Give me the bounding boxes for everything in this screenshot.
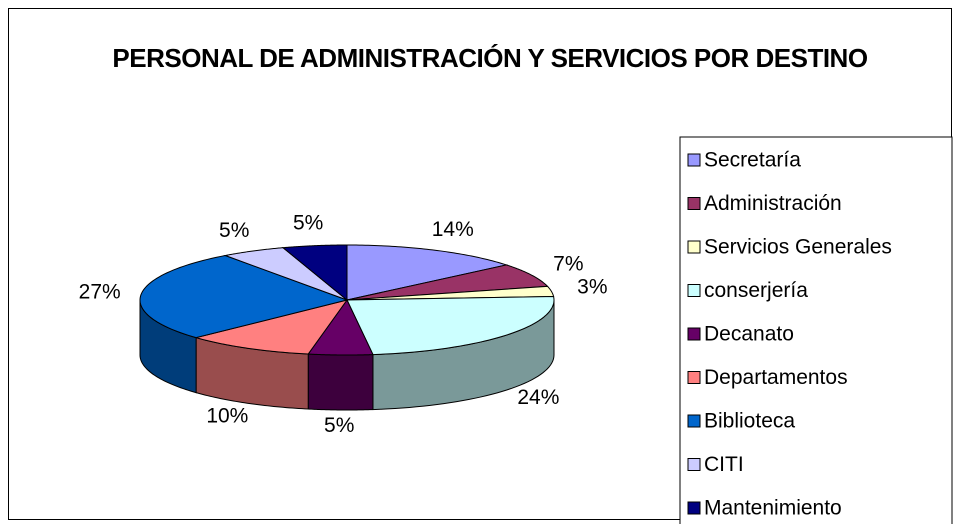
- slice: [194, 299, 349, 355]
- legend-label: conserjería: [704, 279, 808, 302]
- legend-swatch: [687, 284, 701, 297]
- legend-label: Biblioteca: [704, 410, 795, 433]
- slice: [346, 264, 549, 301]
- data-label: 27%: [79, 280, 121, 303]
- slice: [346, 296, 555, 356]
- legend-box: [679, 136, 953, 524]
- slice-side: [307, 353, 374, 411]
- legend-swatch: [687, 327, 701, 341]
- chart-title: PERSONAL DE ADMINISTRACIÓN Y SERVICIOS P…: [112, 43, 868, 73]
- slice: [346, 285, 555, 301]
- data-label: 5%: [293, 211, 323, 234]
- legend-label: Mantenimiento: [704, 497, 842, 520]
- legend-label: Decanato: [704, 323, 794, 346]
- slice: [139, 254, 349, 339]
- legend-label: Secretaría: [704, 149, 801, 172]
- data-label: 5%: [324, 414, 354, 437]
- legend-label: Departamentos: [704, 366, 848, 389]
- legend-swatch: [687, 458, 701, 471]
- slice: [307, 299, 374, 356]
- data-label: 3%: [577, 276, 607, 299]
- slice: [281, 244, 348, 302]
- legend-swatch: [687, 371, 701, 384]
- data-label: 5%: [219, 219, 249, 242]
- legend-swatch: [687, 153, 701, 167]
- legend-label: Administración: [704, 192, 842, 215]
- legend-swatch: [687, 501, 701, 515]
- legend-label: CITI: [704, 453, 744, 476]
- legend-swatch: [687, 414, 701, 428]
- slice: [223, 247, 348, 301]
- legend-swatch: [687, 240, 701, 254]
- slice: [346, 244, 509, 301]
- data-label: 10%: [206, 405, 248, 428]
- data-label: 24%: [517, 386, 559, 409]
- data-label: 14%: [432, 218, 474, 241]
- legend-swatch: [687, 197, 701, 210]
- data-label: 7%: [553, 253, 583, 276]
- legend-label: Servicios Generales: [704, 236, 892, 259]
